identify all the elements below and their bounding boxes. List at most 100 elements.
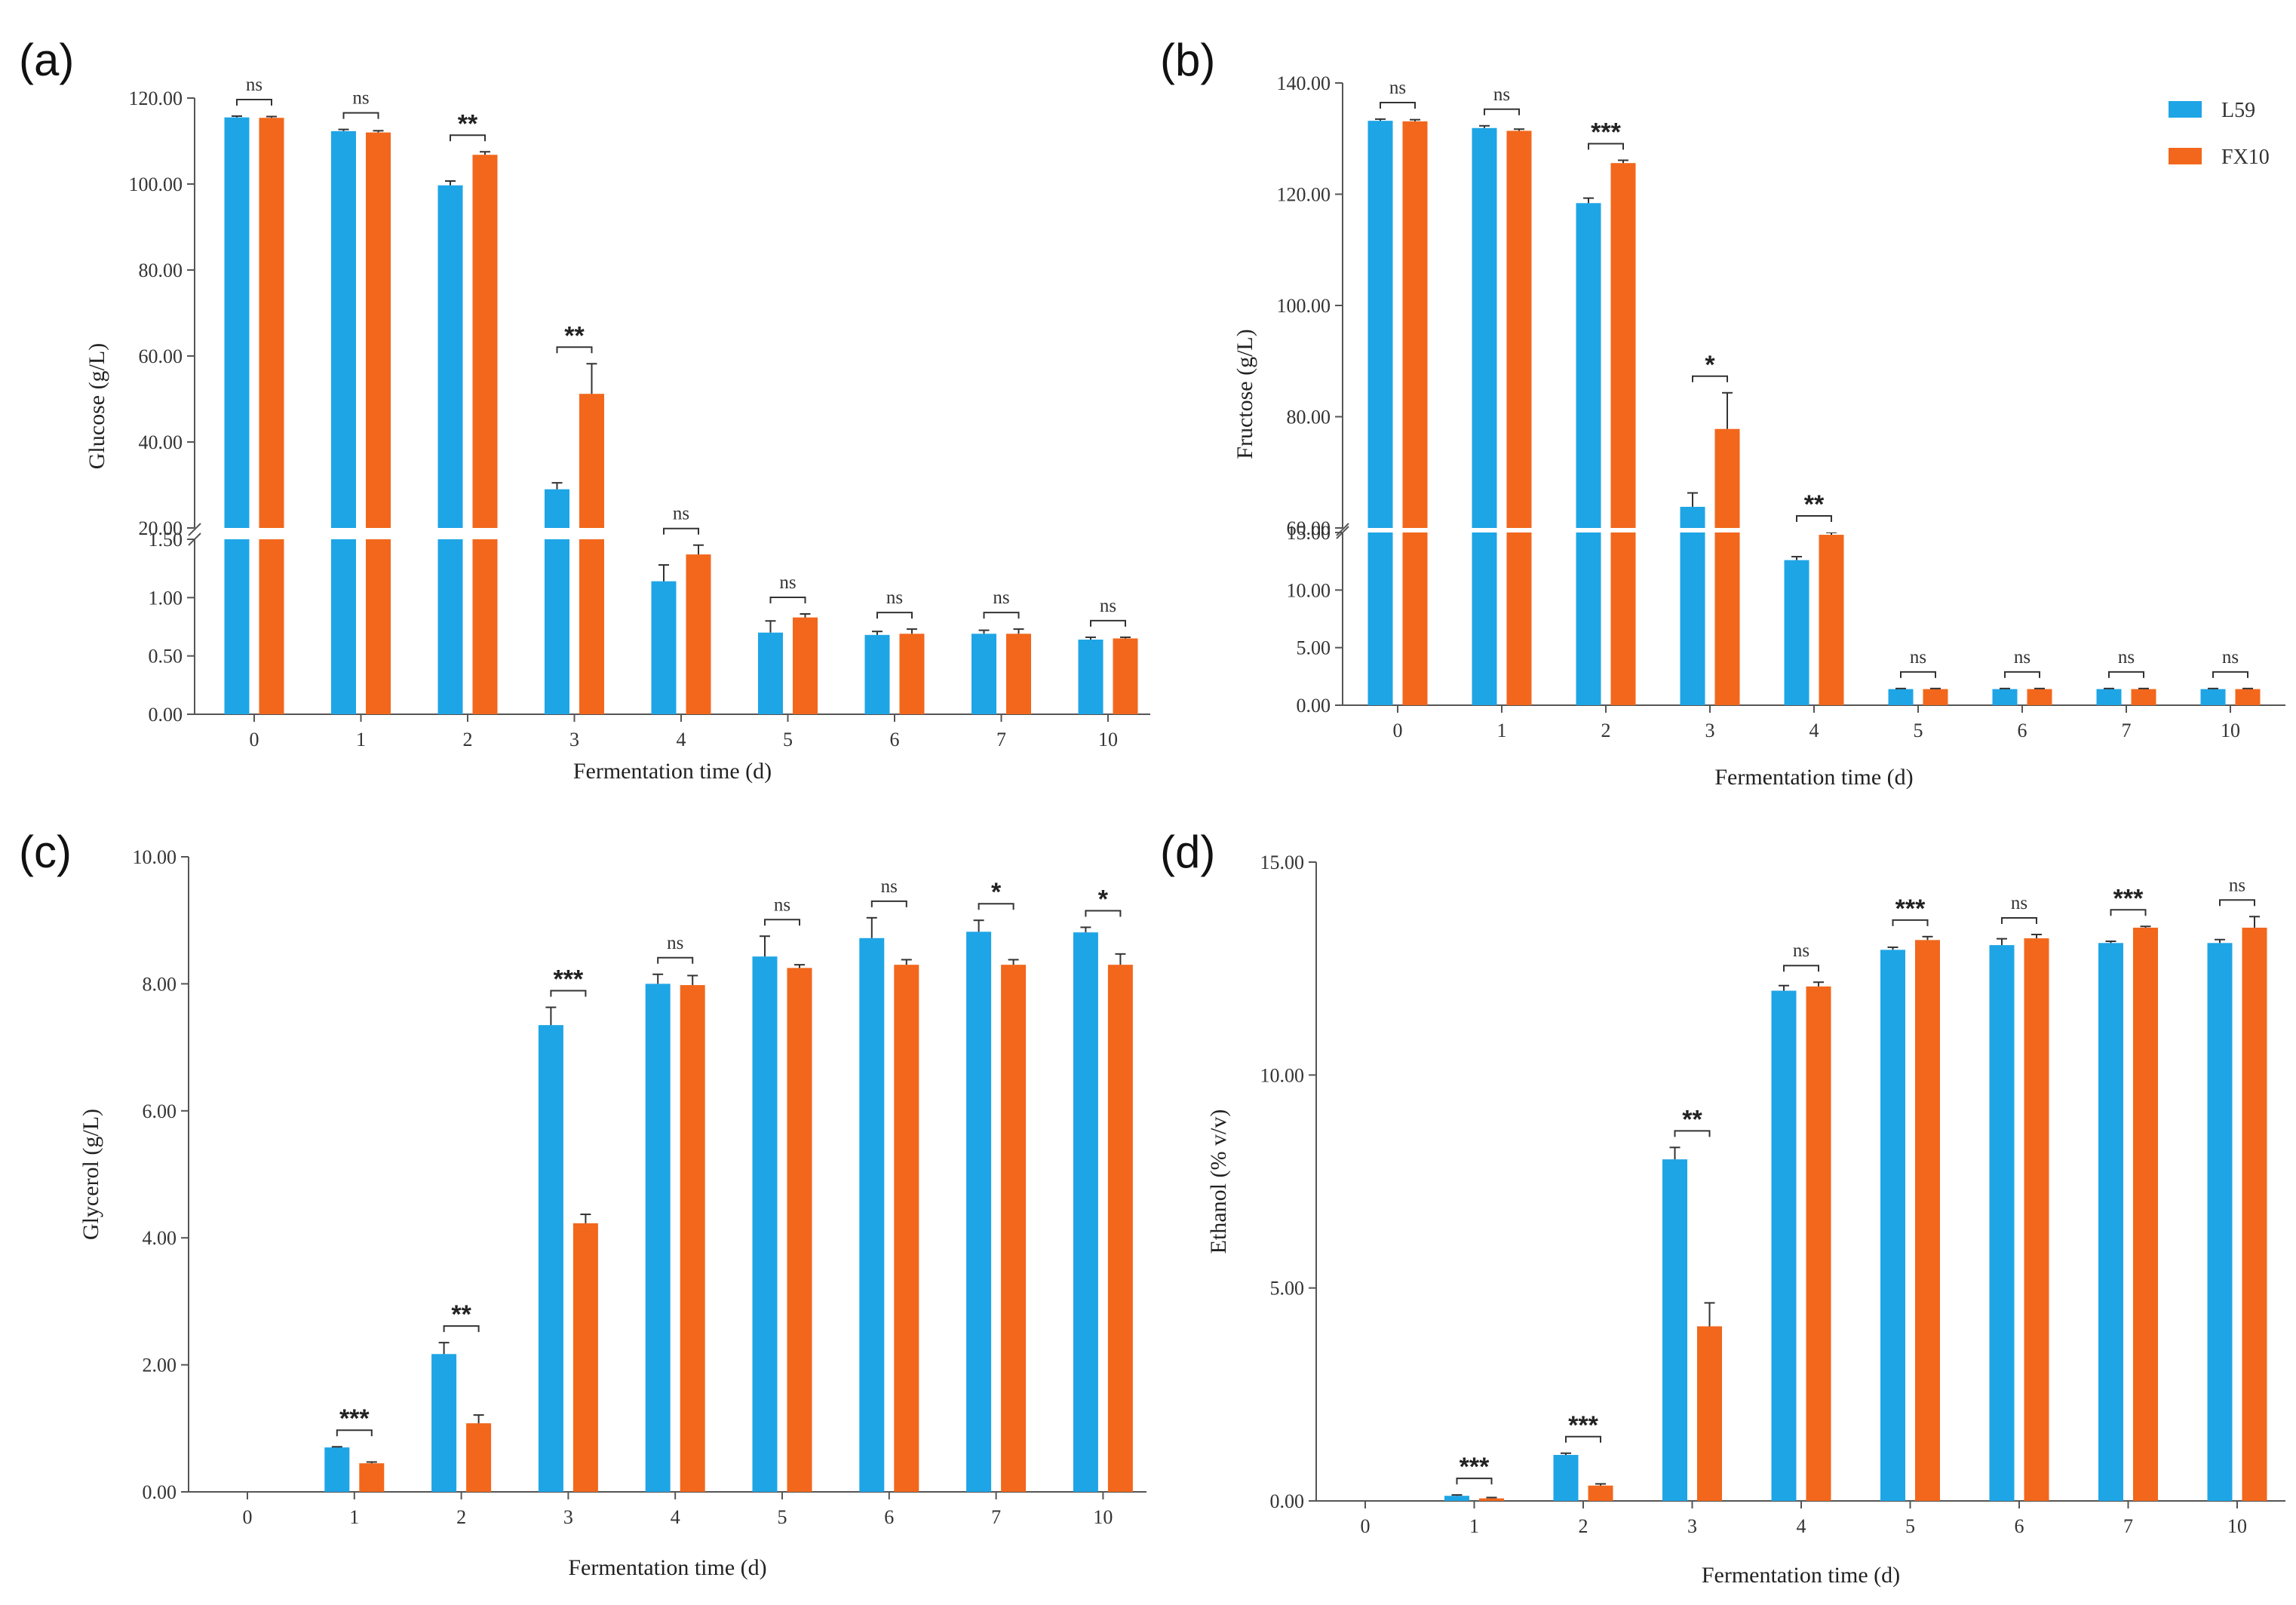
x-tick-label: 6	[890, 729, 900, 750]
x-axis-label: Fermentation time (d)	[1714, 765, 1913, 790]
legend-swatch-FX10	[2169, 148, 2202, 164]
significance-bracket	[1588, 143, 1624, 150]
bar-L59	[538, 1025, 563, 1492]
bar-FX10	[1107, 965, 1133, 1492]
y-tick-label: 10.00	[1260, 1064, 1305, 1086]
bar-FX10	[466, 1423, 492, 1492]
significance-bracket	[1692, 375, 1728, 382]
y-axis-label: Ethanol (% v/v)	[1206, 1109, 1231, 1254]
bar-L59	[2096, 689, 2122, 705]
bar-L59	[1888, 689, 1914, 705]
significance-label: ns	[673, 504, 689, 524]
significance-bracket	[1796, 515, 1832, 522]
x-tick-label: 3	[1705, 720, 1715, 741]
significance-label: *	[1098, 885, 1109, 913]
bar-FX10	[579, 394, 604, 714]
bar-L59	[2200, 689, 2226, 705]
bar-L59	[864, 634, 890, 714]
bar-FX10	[1588, 1485, 1613, 1501]
bar-L59	[859, 938, 885, 1492]
x-tick-label: 0	[1361, 1515, 1371, 1537]
significance-bracket	[2001, 916, 2037, 924]
x-tick-label: 3	[569, 729, 579, 750]
bar-FX10	[1001, 965, 1027, 1492]
bar-FX10	[793, 617, 818, 714]
bar-FX10	[572, 1223, 598, 1492]
axis-break-mark	[1336, 523, 1349, 536]
break-gap	[436, 528, 499, 539]
break-gap	[1886, 528, 1950, 532]
significance-bracket	[236, 98, 272, 106]
y-tick-label: 15.00	[1260, 852, 1305, 873]
panel-d: (d) 0.00 5.00 10.00 15.00 Ethanol (% v/v) Ferm…	[1160, 827, 2285, 1588]
significance-label: ns	[1100, 596, 1116, 616]
significance-bracket	[2108, 671, 2144, 678]
significance-label: ns	[352, 88, 369, 109]
x-tick-label: 5	[1905, 1515, 1915, 1537]
bar-FX10	[680, 985, 705, 1492]
x-tick-label: 2	[1579, 1515, 1588, 1537]
bar-FX10	[1923, 689, 1948, 705]
bar-L59	[1989, 945, 2015, 1501]
significance-label: ***	[339, 1404, 370, 1433]
bar-FX10	[2027, 689, 2052, 705]
bar-FX10	[686, 554, 711, 714]
x-tick-label: 7	[2123, 1515, 2133, 1537]
bar-L59	[1553, 1455, 1579, 1501]
significance-bracket	[556, 346, 593, 354]
y-tick-label: 120.00	[1277, 184, 1331, 206]
significance-label: ns	[2229, 875, 2245, 895]
x-tick-label: 2	[463, 729, 473, 750]
bar-FX10	[1806, 986, 1831, 1501]
bar-FX10	[1402, 121, 1428, 705]
x-tick-label: 3	[1687, 1515, 1697, 1537]
y-tick-label: 20.00	[139, 517, 183, 539]
x-tick-label: 5	[778, 1506, 787, 1528]
break-gap	[1470, 528, 1533, 532]
bar-L59	[1784, 560, 1809, 705]
bar-FX10	[1915, 940, 1940, 1501]
significance-bracket	[657, 956, 694, 964]
y-tick-label: 100.00	[1277, 295, 1331, 317]
significance-label: ns	[1910, 647, 1926, 667]
panel-b: (b)0.005.0010.0015.0060.0080.00100.00120…	[1160, 35, 2285, 790]
significance-bracket	[1674, 1130, 1711, 1137]
significance-label: ns	[881, 876, 898, 897]
break-gap	[223, 528, 286, 539]
significance-bracket	[550, 990, 587, 997]
significance-label: ***	[1460, 1453, 1490, 1481]
bar-FX10	[1113, 638, 1138, 714]
bar-L59	[1880, 950, 1905, 1501]
y-tick-label: 80.00	[1287, 407, 1331, 428]
x-tick-label: 0	[243, 1506, 253, 1528]
legend-label-FX10: FX10	[2221, 146, 2270, 169]
x-tick-label: 2	[456, 1506, 466, 1528]
significance-bracket	[1783, 965, 1819, 972]
x-tick-label: 6	[2018, 720, 2027, 741]
y-axis-label: Glycerol (g/L)	[78, 1109, 103, 1240]
bar-FX10	[1006, 634, 1031, 714]
y-tick-label: 0.00	[1297, 695, 1331, 717]
x-tick-label: 6	[2015, 1515, 2024, 1537]
bar-L59	[431, 1354, 457, 1492]
bar-L59	[1771, 990, 1797, 1501]
significance-bracket	[443, 1325, 480, 1333]
break-gap	[863, 528, 926, 539]
significance-bracket	[663, 527, 699, 535]
x-tick-label: 1	[1497, 720, 1507, 741]
significance-label: ns	[2118, 647, 2135, 667]
bar-FX10	[1714, 428, 1740, 705]
significance-label: ns	[667, 933, 683, 953]
significance-label: *	[1705, 351, 1715, 379]
bar-L59	[752, 956, 778, 1492]
bar-L59	[331, 130, 356, 714]
y-tick-label: 120.00	[129, 87, 183, 109]
panel-label: (b)	[1160, 35, 1215, 85]
bar-L59	[1662, 1159, 1687, 1501]
x-tick-label: 6	[884, 1506, 894, 1528]
significance-label: ns	[2011, 893, 2027, 913]
bar-L59	[651, 581, 677, 714]
significance-label: ***	[2113, 884, 2144, 913]
x-axis-label: Fermentation time (d)	[568, 1555, 766, 1580]
significance-label: ns	[2222, 647, 2239, 667]
